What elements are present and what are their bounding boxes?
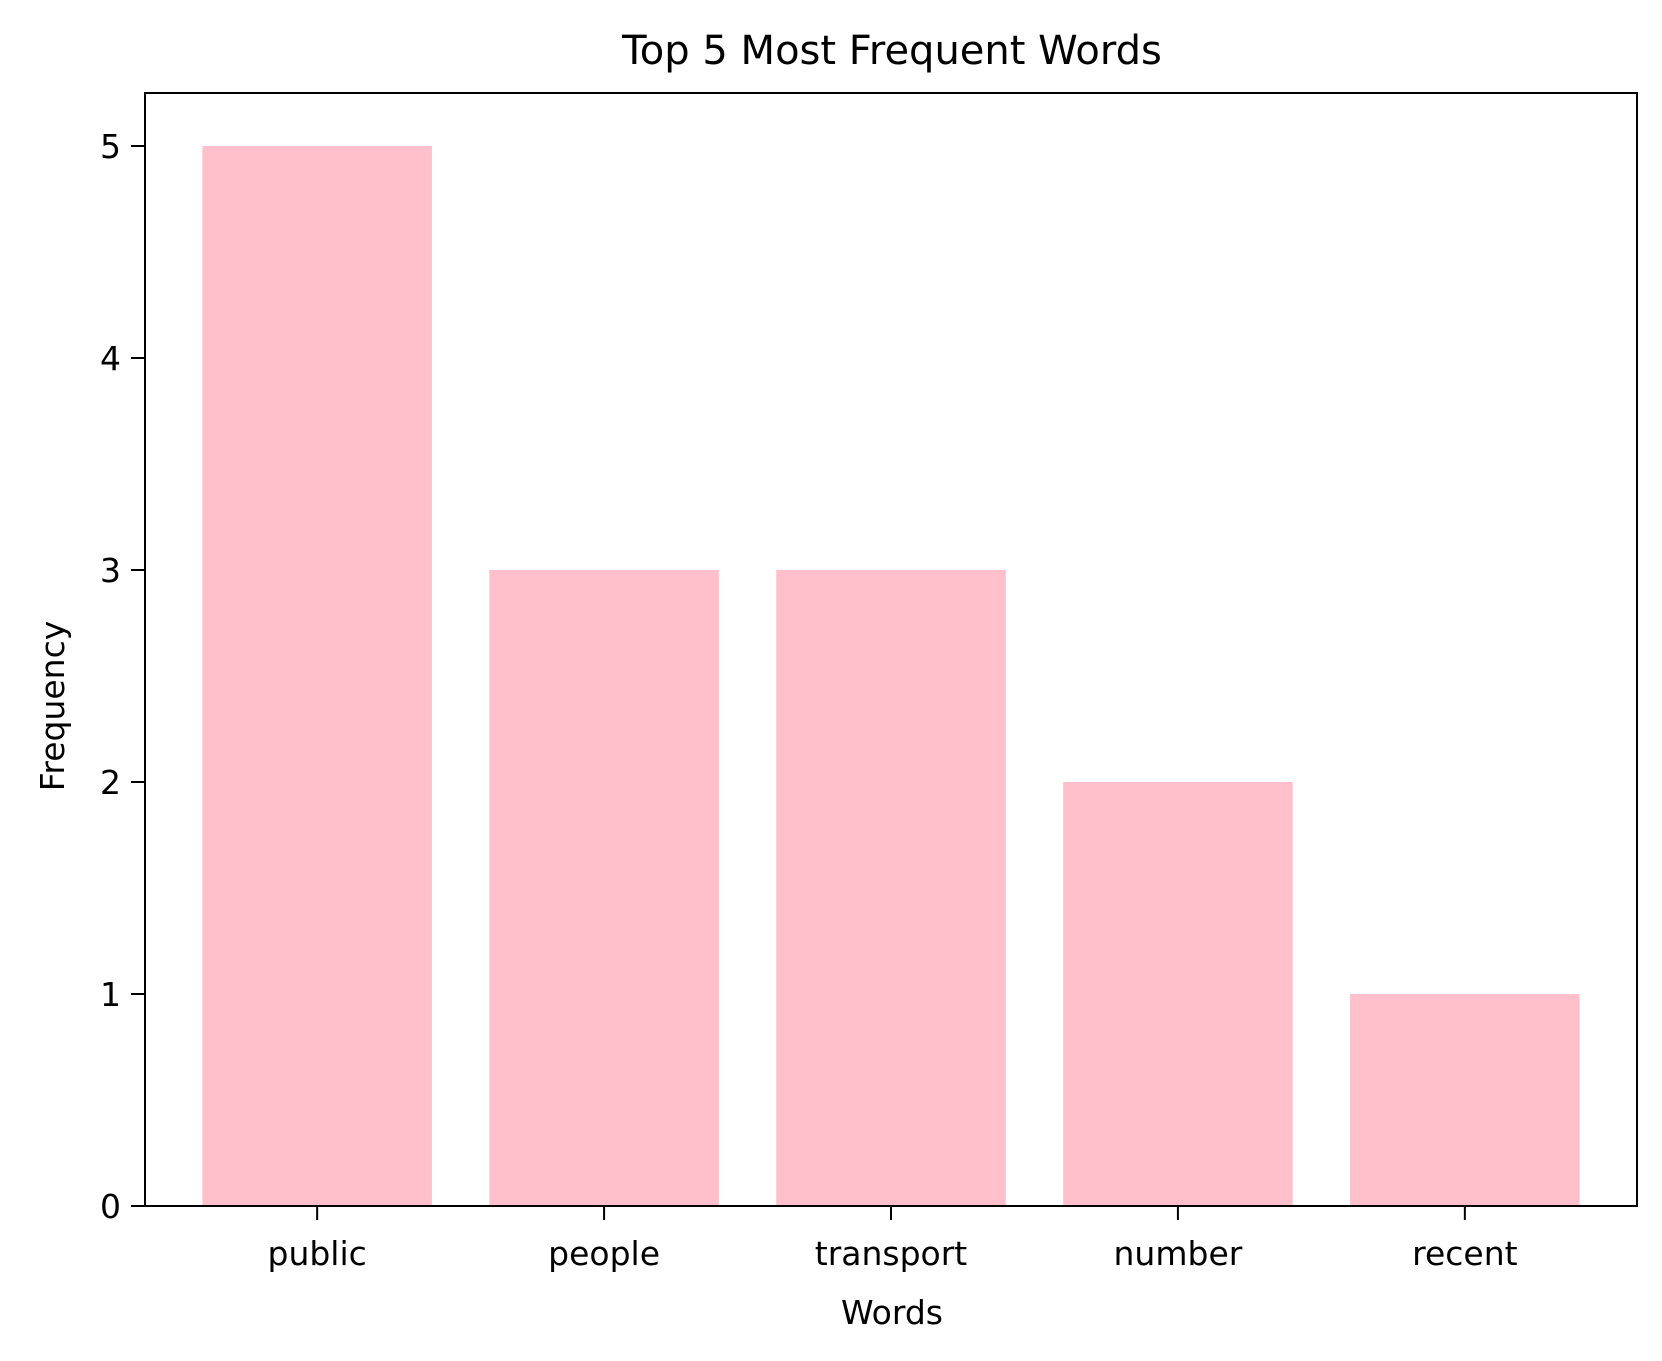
bar-recent <box>1350 994 1580 1206</box>
bar-people <box>489 570 719 1206</box>
bar-public <box>202 146 432 1206</box>
y-tick-label: 5 <box>100 127 121 166</box>
x-tick-label-recent: recent <box>1412 1234 1518 1273</box>
y-tick-label: 4 <box>100 339 121 378</box>
bar-transport <box>776 570 1006 1206</box>
x-tick-label-transport: transport <box>815 1234 968 1273</box>
y-axis-ticks: 0 1 2 3 4 5 <box>100 127 145 1226</box>
x-axis-label: Words <box>841 1293 943 1332</box>
x-tick-label-public: public <box>268 1234 367 1273</box>
x-tick-label-people: people <box>548 1234 660 1273</box>
x-axis-ticks: public people transport number recent <box>268 1206 1518 1273</box>
plot-area-frame <box>144 92 1638 1207</box>
y-tick-label: 2 <box>100 763 121 802</box>
y-axis-label: Frequency <box>33 621 72 791</box>
chart-title: Top 5 Most Frequent Words <box>621 28 1162 74</box>
bar-number <box>1063 782 1293 1206</box>
x-tick-label-number: number <box>1114 1234 1243 1273</box>
y-tick-label: 1 <box>100 975 121 1014</box>
y-tick-label: 0 <box>100 1187 121 1226</box>
bars-layer <box>202 146 1580 1206</box>
y-tick-label: 3 <box>100 551 121 590</box>
